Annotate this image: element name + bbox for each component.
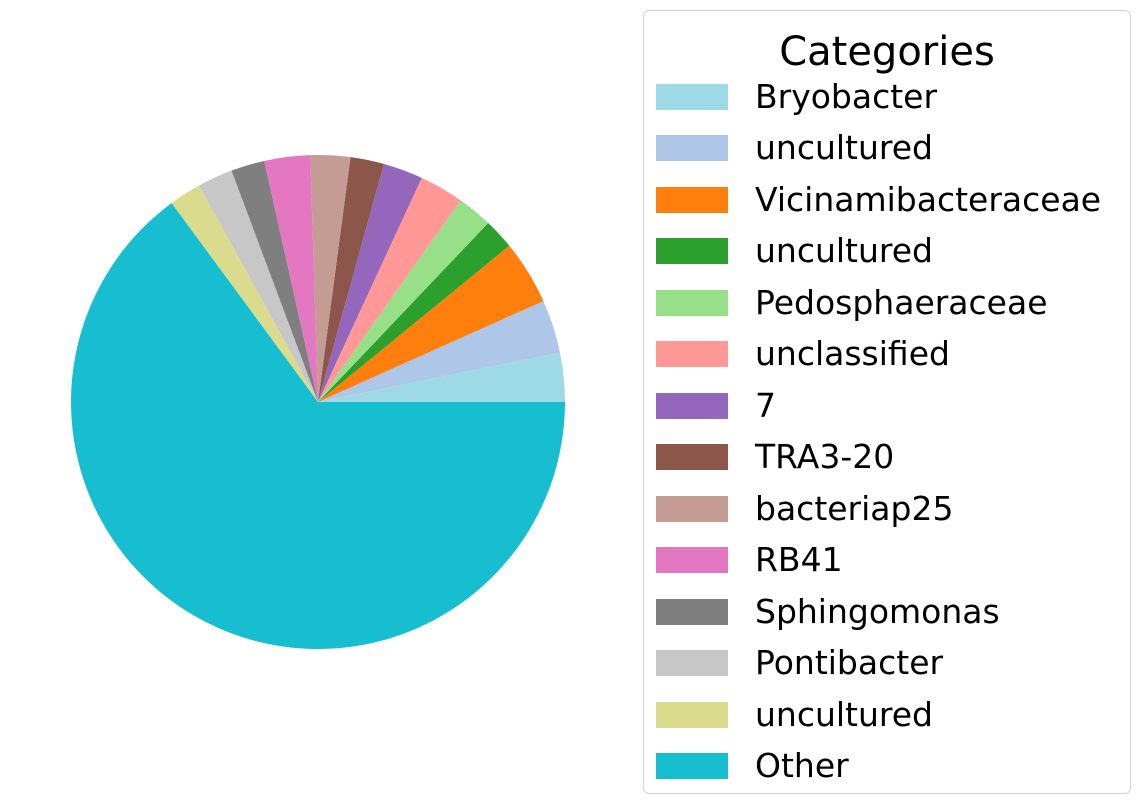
pie-slices xyxy=(70,155,565,649)
legend-swatch xyxy=(656,238,728,265)
pie-slice xyxy=(318,177,461,402)
legend-item: uncultured xyxy=(656,689,1126,741)
pie-slice xyxy=(318,200,489,402)
legend-label: RB41 xyxy=(755,540,843,580)
legend-label: Bryobacter xyxy=(755,76,938,116)
legend: Categories Bryobacter uncultured Vicinamib… xyxy=(643,10,1131,794)
legend-swatch xyxy=(656,186,728,213)
legend-item: uncultured xyxy=(656,123,1126,175)
legend-item: uncultured xyxy=(656,226,1126,278)
pie-slice xyxy=(310,155,351,402)
legend-swatch xyxy=(656,341,728,368)
legend-label: Pontibacter xyxy=(755,643,944,683)
legend-swatch xyxy=(656,83,728,110)
legend-label: Sphingomonas xyxy=(755,591,1000,631)
legend-label: Other xyxy=(755,746,849,786)
pie-chart-area xyxy=(70,155,565,649)
legend-title: Categories xyxy=(779,29,995,75)
legend-label: uncultured xyxy=(755,694,934,734)
legend-label: unclassified xyxy=(755,334,950,374)
legend-swatch xyxy=(656,495,728,522)
legend-label: Vicinamibacteraceae xyxy=(755,179,1102,219)
legend-swatch xyxy=(656,392,728,419)
pie-slice xyxy=(318,245,544,402)
legend-swatch xyxy=(656,444,728,471)
legend-swatch xyxy=(656,701,728,728)
legend-item: Other xyxy=(656,741,1126,793)
pie-slice xyxy=(231,160,318,402)
legend-items: Bryobacter uncultured Vicinamibacteraceae u… xyxy=(656,71,1126,792)
legend-swatch xyxy=(656,289,728,316)
pie-slice xyxy=(264,155,318,402)
legend-label: Pedosphaeraceae xyxy=(755,282,1048,322)
legend-item: Pedosphaeraceae xyxy=(656,277,1126,329)
legend-item: RB41 xyxy=(656,535,1126,587)
pie-slice xyxy=(199,170,318,402)
legend-item: Pontibacter xyxy=(656,638,1126,690)
pie-slice xyxy=(171,185,318,402)
legend-swatch xyxy=(656,135,728,162)
pie-slice xyxy=(318,352,565,402)
legend-label: TRA3-20 xyxy=(755,437,895,477)
legend-item: unclassified xyxy=(656,329,1126,381)
legend-swatch xyxy=(656,650,728,677)
pie-slice xyxy=(318,163,422,402)
legend-label: bacteriap25 xyxy=(755,488,954,528)
legend-swatch xyxy=(656,598,728,625)
pie-slice xyxy=(318,157,384,402)
legend-item: Bryobacter xyxy=(656,71,1126,123)
pie-slice xyxy=(318,223,510,402)
pie-slice xyxy=(318,301,561,402)
legend-item: TRA3-20 xyxy=(656,432,1126,484)
legend-label: 7 xyxy=(755,385,776,425)
legend-item: bacteriap25 xyxy=(656,483,1126,535)
pie-chart xyxy=(70,155,565,649)
legend-item: 7 xyxy=(656,380,1126,432)
legend-swatch xyxy=(656,753,728,780)
legend-label: uncultured xyxy=(755,231,934,271)
legend-label: uncultured xyxy=(755,128,934,168)
pie-slice xyxy=(70,203,565,649)
legend-item: Sphingomonas xyxy=(656,586,1126,638)
legend-swatch xyxy=(656,547,728,574)
legend-item: Vicinamibacteraceae xyxy=(656,174,1126,226)
